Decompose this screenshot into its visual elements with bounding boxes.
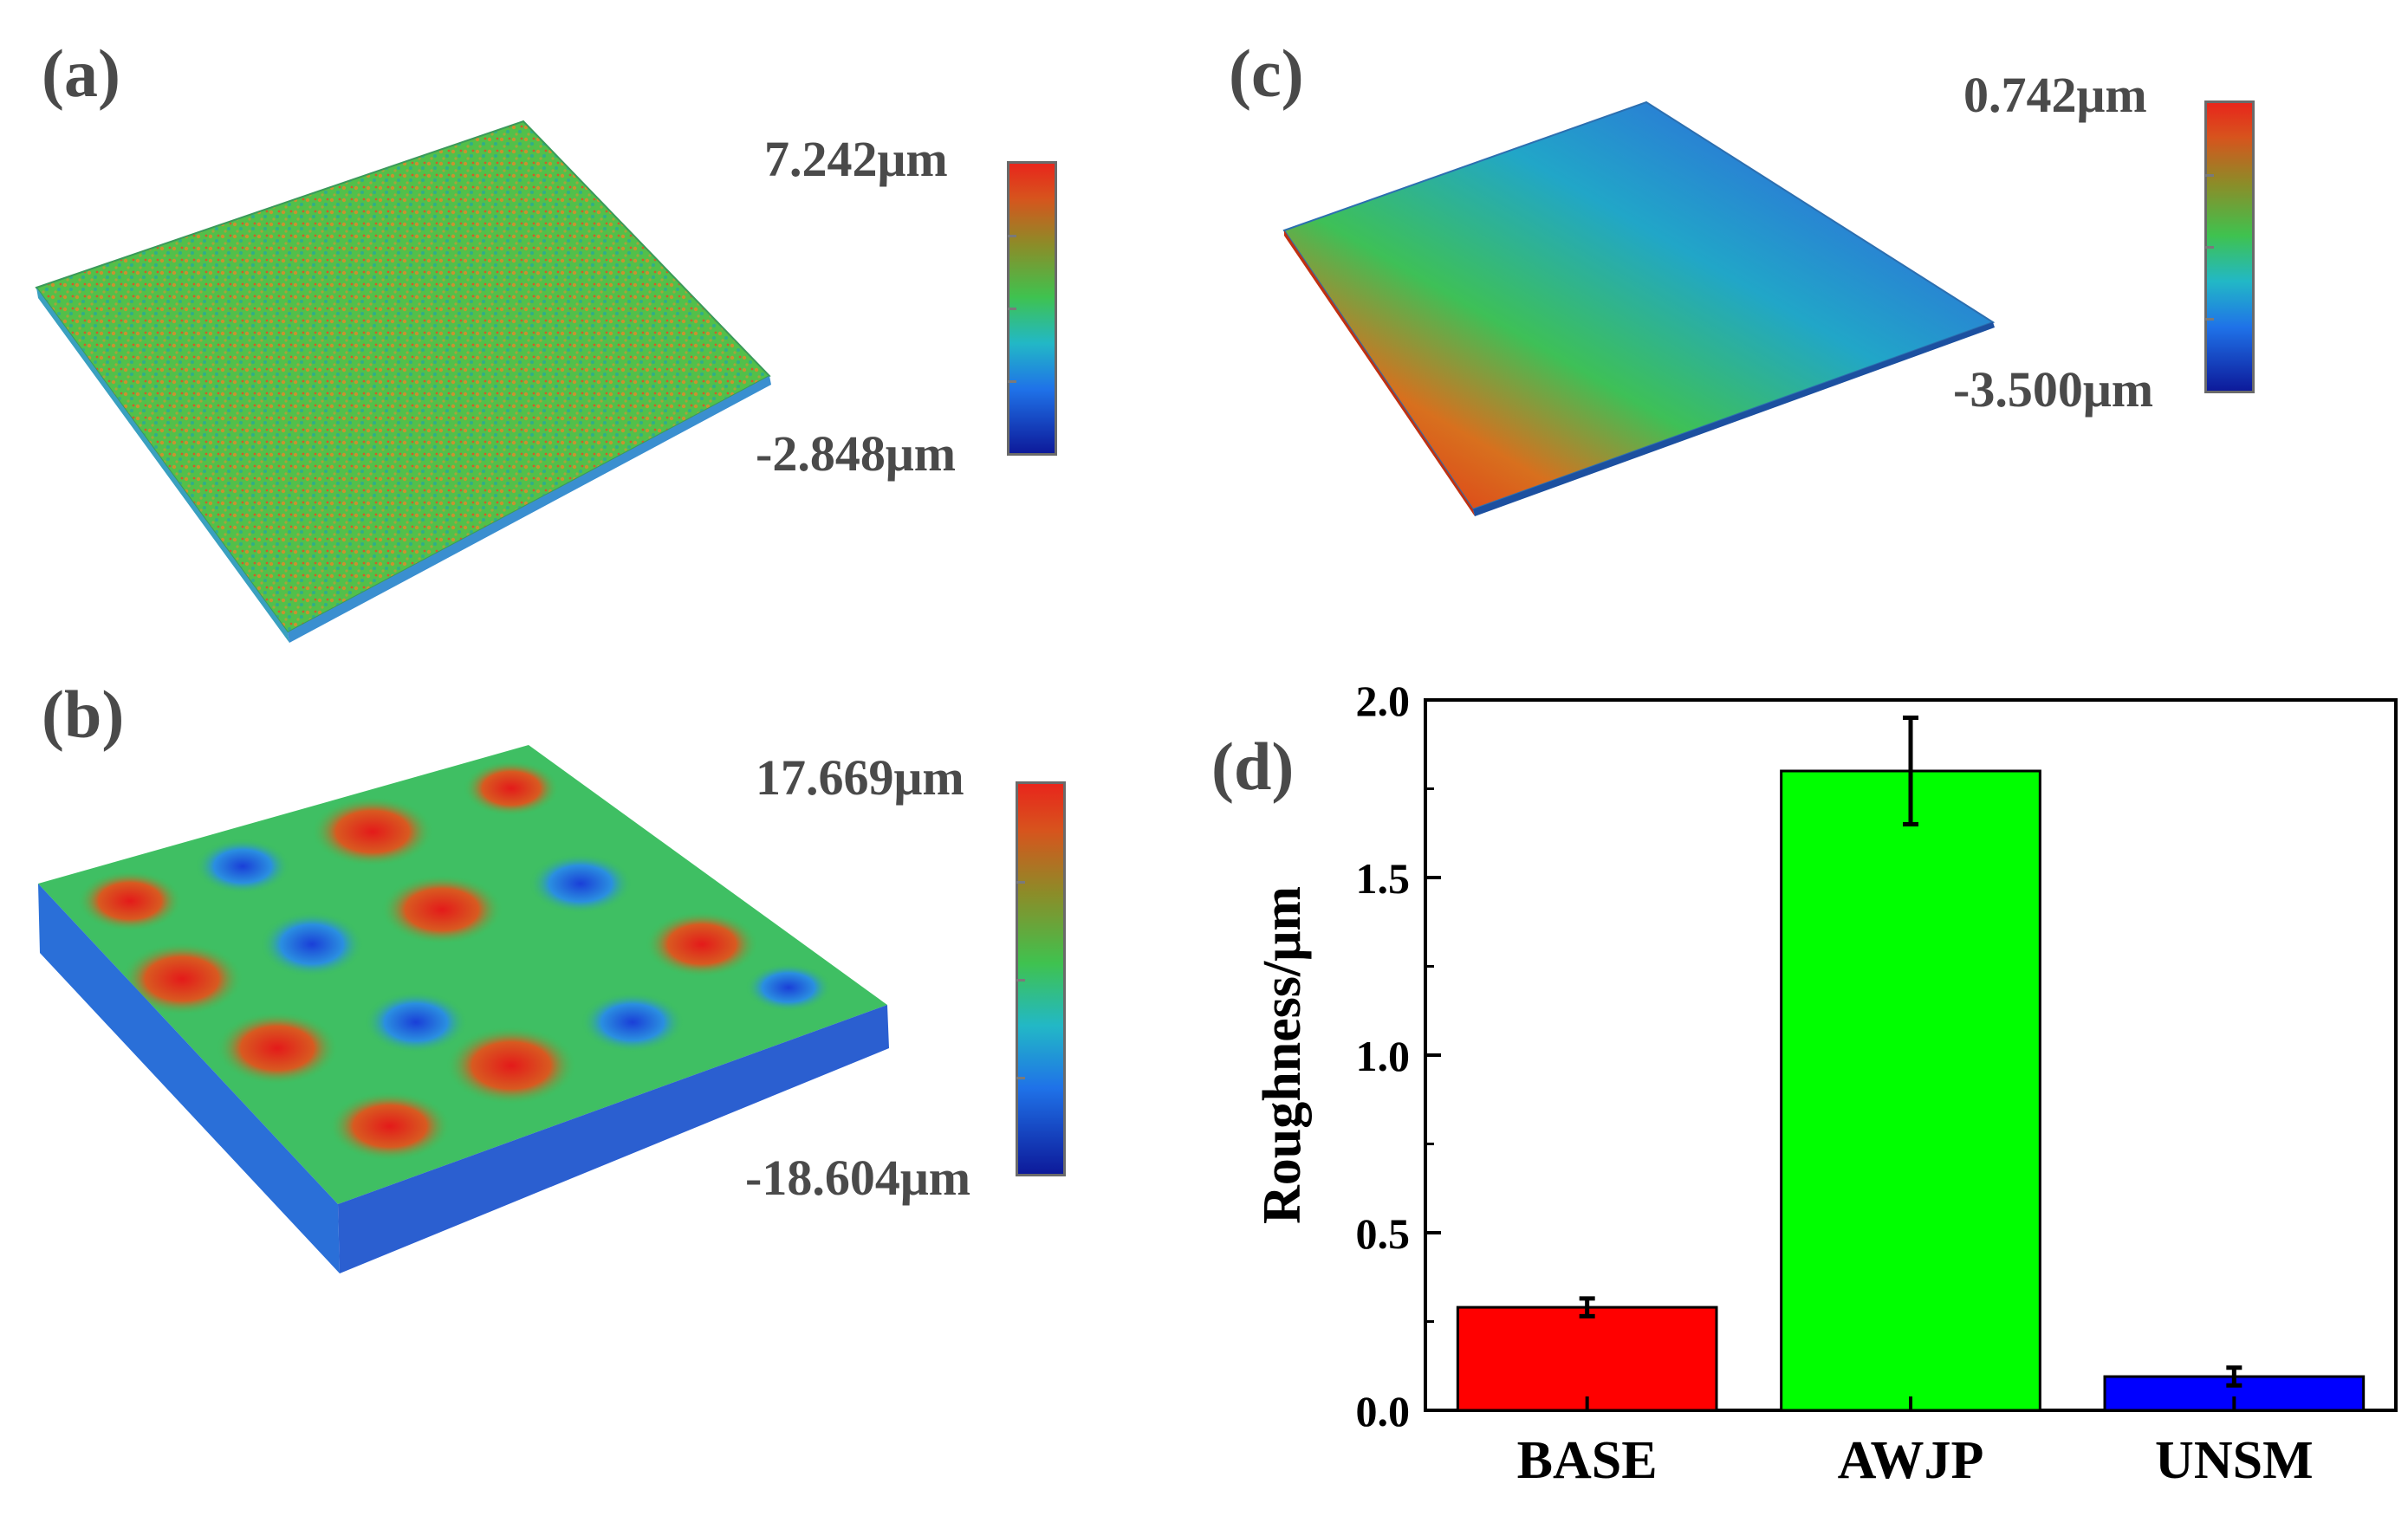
- colorbar-a: [1007, 161, 1057, 456]
- colorbar-a-max: 7.242μm: [764, 131, 948, 187]
- panel-label-c: (c): [1229, 36, 1304, 111]
- y-tick-label: 1.5: [1356, 854, 1411, 903]
- colorbar-c-max: 0.742μm: [1963, 67, 2147, 123]
- colorbar-a-min: -2.848μm: [756, 425, 957, 482]
- surface-plot-c: [1282, 100, 1996, 516]
- panel-label-d: (d): [1211, 729, 1295, 804]
- y-tick-label: 1.0: [1356, 1032, 1411, 1080]
- panel-label-b: (b): [42, 677, 125, 752]
- error-bar-unsm: [2226, 1365, 2242, 1388]
- colorbar-c-min: -3.500μm: [1953, 361, 2154, 418]
- colorbar-b: [1016, 781, 1066, 1176]
- y-tick-label: 0.5: [1356, 1209, 1411, 1258]
- y-tick-label: 2.0: [1356, 677, 1411, 725]
- error-bar-base: [1579, 1296, 1595, 1318]
- colorbar-b-max: 17.669μm: [756, 749, 964, 806]
- colorbar-b-min: -18.604μm: [745, 1150, 971, 1206]
- x-tick-label-awjp: AWJP: [1838, 1431, 1984, 1490]
- x-tick-label-unsm: UNSM: [2155, 1431, 2314, 1490]
- surface-plot-a: [35, 120, 771, 643]
- y-tick-label: 0.0: [1356, 1387, 1411, 1435]
- colorbar-c: [2204, 100, 2255, 393]
- x-tick-label-base: BASE: [1517, 1431, 1658, 1490]
- bar-awjp: [1780, 769, 2041, 1412]
- error-bar-awjp: [1903, 716, 1918, 826]
- panel-label-a: (a): [42, 36, 120, 111]
- y-axis-label: Roughness/μm: [1253, 886, 1312, 1224]
- bar-base: [1456, 1305, 1718, 1412]
- surface-plot-b: [38, 745, 889, 1273]
